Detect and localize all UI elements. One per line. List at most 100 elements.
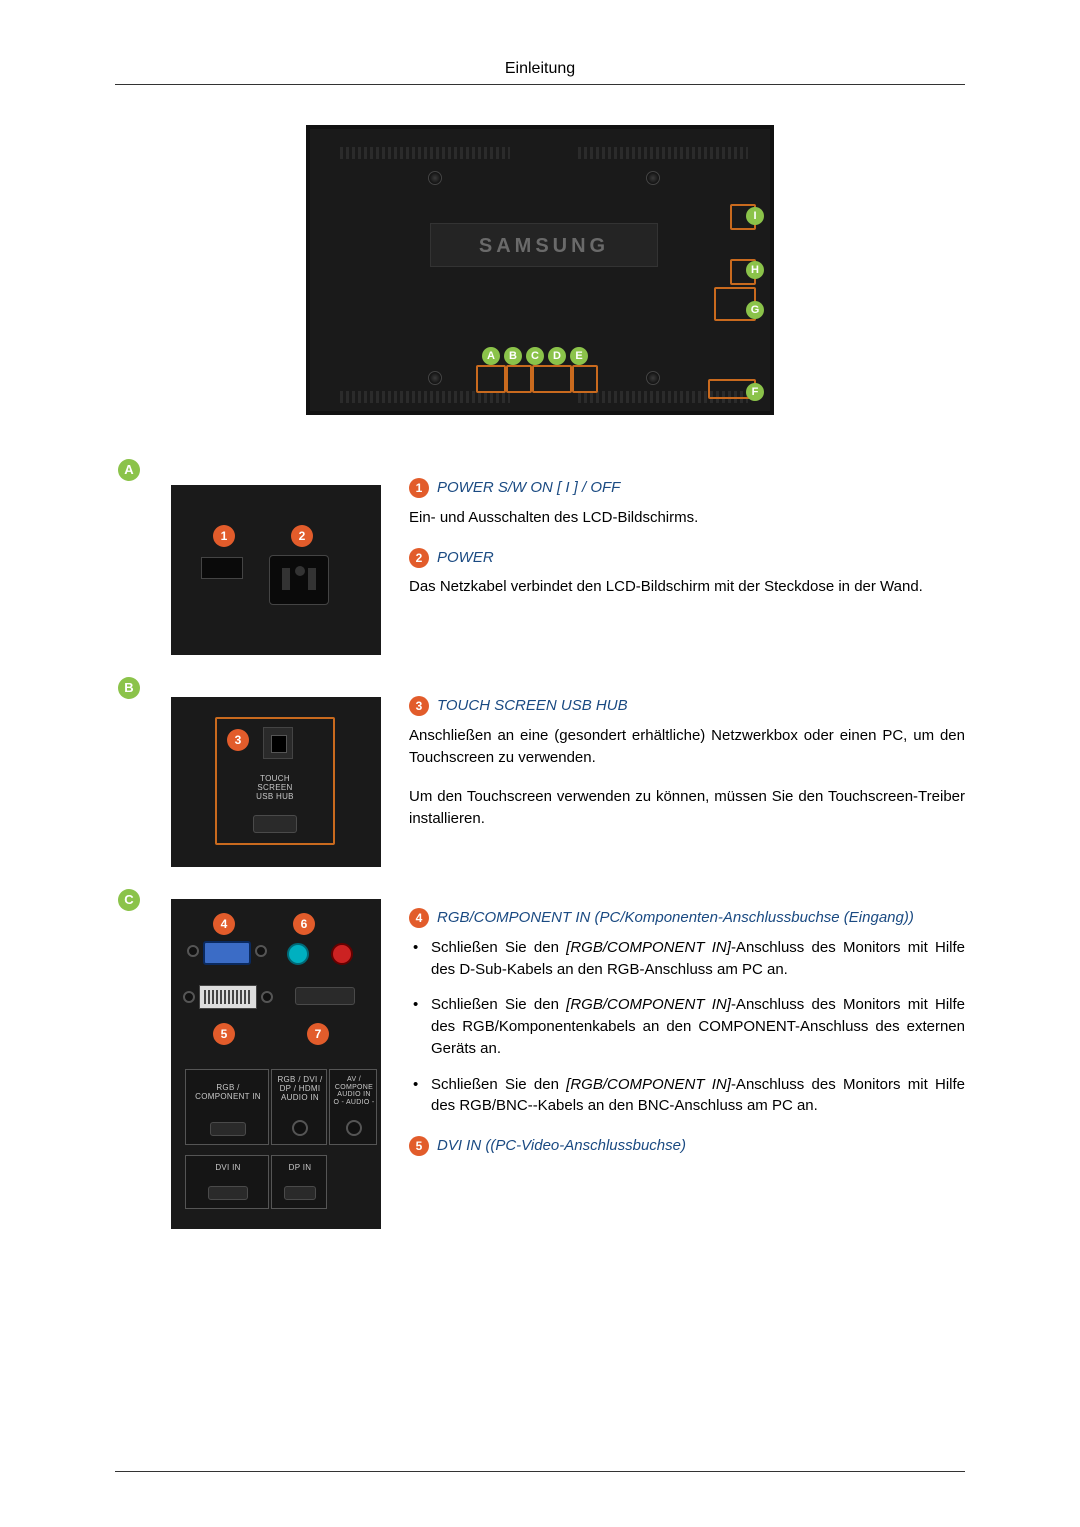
hero-wrapper: SAMSUNG A B C D E F G H I — [115, 125, 965, 419]
screw — [255, 945, 267, 957]
screw-hole — [646, 371, 660, 385]
num-badge-3: 3 — [409, 696, 429, 716]
power-switch — [201, 557, 243, 579]
section-badge-a: A — [118, 459, 140, 481]
item-2-head: 2 POWER — [409, 547, 965, 569]
header-rule — [115, 84, 965, 85]
num-badge-2: 2 — [409, 548, 429, 568]
screw — [183, 991, 195, 1003]
brand-plate: SAMSUNG — [430, 223, 658, 267]
slot — [210, 1122, 246, 1136]
screw — [261, 991, 273, 1003]
num-badge-1: 1 — [409, 478, 429, 498]
callout-box-a-e — [532, 365, 572, 393]
round — [346, 1120, 362, 1136]
marker-5: 5 — [213, 1023, 235, 1045]
callout-box-a-e — [572, 365, 598, 393]
thumb-col: 3 TOUCH SCREEN USB HUB — [171, 677, 381, 867]
usb-label: TOUCH SCREEN USB HUB — [231, 775, 319, 801]
audio-jack-red — [331, 943, 353, 965]
bullet-3: Schließen Sie den [RGB/COMPONENT IN]-Ans… — [431, 1074, 965, 1118]
screw-hole — [428, 371, 442, 385]
badge-col: C — [115, 889, 143, 911]
item-1-title: POWER S/W ON [ I ] / OFF — [437, 477, 620, 499]
hero-image: SAMSUNG A B C D E F G H I — [306, 125, 774, 415]
item-1-head: 1 POWER S/W ON [ I ] / OFF — [409, 477, 965, 499]
b2-term: [RGB/COMPONENT IN] — [566, 996, 731, 1013]
b3-term: [RGB/COMPONENT IN] — [566, 1076, 731, 1093]
item-3-body: Anschließen an eine (gesondert erhältlic… — [409, 725, 965, 769]
panel-rgb-comp: RGB / COMPONENT IN — [185, 1069, 269, 1145]
audio-jack-cyan — [287, 943, 309, 965]
bullet-2: Schließen Sie den [RGB/COMPONENT IN]-Ans… — [431, 994, 965, 1059]
item-3-title: TOUCH SCREEN USB HUB — [437, 695, 628, 717]
marker-2: 2 — [291, 525, 313, 547]
dvi-port — [199, 985, 257, 1009]
marker-3: 3 — [227, 729, 249, 751]
num-badge-4: 4 — [409, 908, 429, 928]
label-rgb-comp: RGB / COMPONENT IN — [186, 1084, 270, 1102]
b3-pre: Schließen Sie den — [431, 1076, 566, 1093]
badge-col: B — [115, 677, 143, 699]
hero-badge-e: E — [570, 347, 588, 365]
label-av: AV / COMPONE AUDIO IN O - AUDIO - — [330, 1076, 378, 1107]
dp-slot — [295, 987, 355, 1005]
thumb-col: 1 2 — [171, 459, 381, 655]
badge-col: A — [115, 459, 143, 481]
section-a: A 1 2 1 POWER S/W ON [ I ] / OFF Ein- un… — [115, 459, 965, 655]
panel-av: AV / COMPONE AUDIO IN O - AUDIO - — [329, 1069, 377, 1145]
hero-badge-g: G — [746, 301, 764, 319]
text-col: 3 TOUCH SCREEN USB HUB Anschließen an ei… — [409, 677, 965, 848]
vga-port — [203, 941, 251, 965]
thumb-usb: 3 TOUCH SCREEN USB HUB — [171, 697, 381, 867]
section-badge-c: C — [118, 889, 140, 911]
bullet-1: Schließen Sie den [RGB/COMPONENT IN]-Ans… — [431, 937, 965, 981]
slot — [284, 1186, 316, 1200]
item-4-bullets: Schließen Sie den [RGB/COMPONENT IN]-Ans… — [409, 937, 965, 1117]
usb-slot — [253, 815, 297, 833]
screw — [187, 945, 199, 957]
hero-badge-c: C — [526, 347, 544, 365]
power-socket — [269, 555, 329, 605]
hero-badge-f: F — [746, 383, 764, 401]
callout-box-a-e — [476, 365, 506, 393]
hero-badge-b: B — [504, 347, 522, 365]
section-badge-b: B — [118, 677, 140, 699]
marker-6: 6 — [293, 913, 315, 935]
item-4-head: 4 RGB/COMPONENT IN (PC/Komponent­en-Ansc… — [409, 907, 965, 929]
hero-badge-a: A — [482, 347, 500, 365]
panel-dvi: DVI IN — [185, 1155, 269, 1209]
item-3-head: 3 TOUCH SCREEN USB HUB — [409, 695, 965, 717]
usb-port — [263, 727, 293, 759]
vent — [578, 147, 748, 159]
hero-badge-d: D — [548, 347, 566, 365]
b1-pre: Schließen Sie den — [431, 939, 566, 956]
marker-1: 1 — [213, 525, 235, 547]
b1-term: [RGB/COMPONENT IN] — [566, 939, 731, 956]
panel-dpin: DP IN — [271, 1155, 327, 1209]
footer-rule — [115, 1471, 965, 1472]
vent — [340, 147, 510, 159]
text-col: 4 RGB/COMPONENT IN (PC/Komponent­en-Ansc… — [409, 889, 965, 1165]
screw-hole — [646, 171, 660, 185]
item-5-title: DVI IN ((PC-Video-Anschlussbuchse) — [437, 1135, 686, 1157]
item-2-title: POWER — [437, 547, 494, 569]
slot — [208, 1186, 248, 1200]
section-b: B 3 TOUCH SCREEN USB HUB 3 TOUCH SCREEN … — [115, 677, 965, 867]
thumb-power: 1 2 — [171, 485, 381, 655]
label-dpin: DP IN — [272, 1164, 328, 1173]
marker-7: 7 — [307, 1023, 329, 1045]
num-badge-5: 5 — [409, 1136, 429, 1156]
thumb-io: 4 6 5 7 RGB / COMPO — [171, 899, 381, 1229]
thumb-col: 4 6 5 7 RGB / COMPO — [171, 889, 381, 1229]
screw-hole — [428, 171, 442, 185]
round — [292, 1120, 308, 1136]
section-c: C 4 6 5 7 — [115, 889, 965, 1229]
b2-pre: Schließen Sie den — [431, 996, 566, 1013]
label-mid: RGB / DVI / DP / HDMI AUDIO IN — [272, 1076, 328, 1102]
item-3-body2: Um den Touchscreen verwenden zu können, … — [409, 786, 965, 830]
hero-badge-i: I — [746, 207, 764, 225]
callout-box-a-e — [506, 365, 532, 393]
text-col: 1 POWER S/W ON [ I ] / OFF Ein- und Auss… — [409, 459, 965, 616]
panel-mid: RGB / DVI / DP / HDMI AUDIO IN — [271, 1069, 327, 1145]
